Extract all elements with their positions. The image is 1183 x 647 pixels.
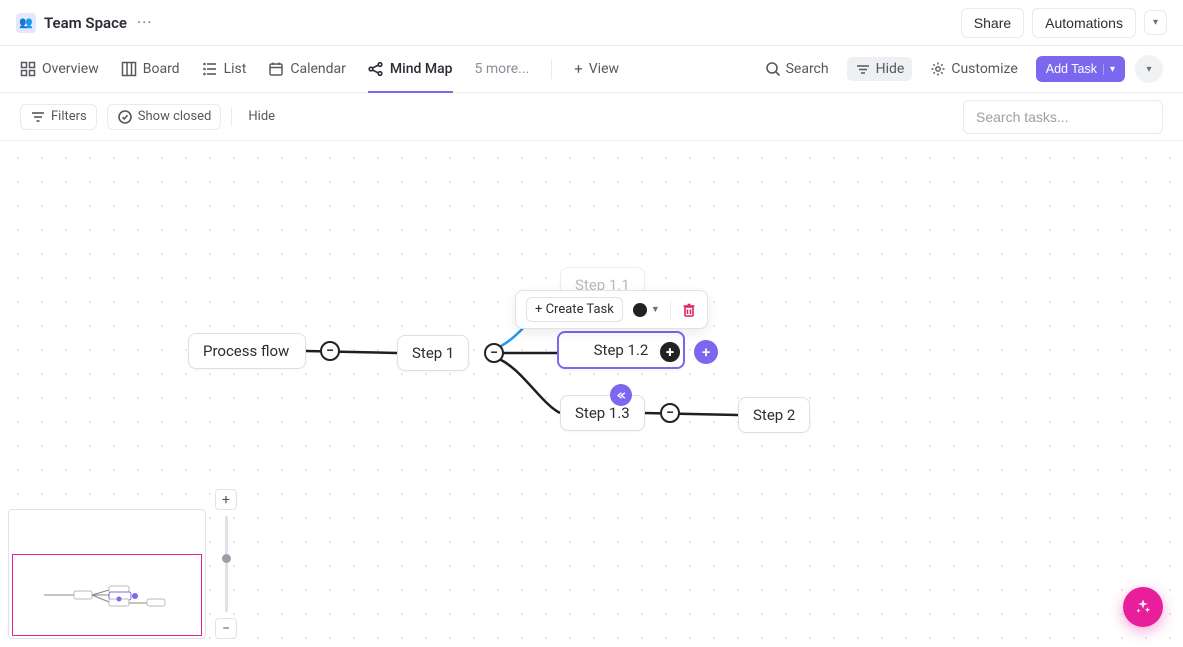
hide-toggle[interactable]: Hide <box>847 57 913 81</box>
collapse-handle[interactable]: − <box>320 341 340 361</box>
check-circle-icon <box>117 109 133 125</box>
create-task-button[interactable]: + Create Task <box>526 297 623 322</box>
search-input[interactable] <box>963 100 1163 134</box>
space-icon: 👥 <box>16 13 36 33</box>
node-label: Step 1.3 <box>575 404 630 422</box>
mind-map-canvas[interactable]: Process flow − Step 1 − Step 1.1 Step 1.… <box>0 141 1183 647</box>
tab-calendar[interactable]: Calendar <box>268 46 346 93</box>
automations-dropdown[interactable] <box>1144 10 1167 35</box>
node-context-toolbar: + Create Task ▼ <box>515 290 708 329</box>
filters-chip[interactable]: Filters <box>20 104 97 130</box>
node-color-picker[interactable]: ▼ <box>633 303 660 317</box>
expand-handle[interactable]: + <box>660 342 680 362</box>
color-swatch <box>633 303 647 317</box>
tab-board[interactable]: Board <box>121 46 180 93</box>
space-title: Team Space <box>44 14 127 32</box>
node-label: Process flow <box>203 342 289 360</box>
zoom-thumb[interactable] <box>222 554 231 563</box>
plus-icon: + <box>574 60 583 78</box>
search-icon <box>765 61 781 77</box>
collapse-handle[interactable]: − <box>484 343 504 363</box>
board-icon <box>121 61 137 77</box>
node-badge-icon[interactable] <box>610 384 632 406</box>
node-step1-3[interactable]: Step 1.3 <box>560 395 645 431</box>
gear-icon <box>930 61 946 77</box>
mind-map-icon <box>368 61 384 77</box>
space-more-menu[interactable]: ··· <box>137 13 153 32</box>
tab-more-views[interactable]: 5 more... <box>475 46 530 93</box>
calendar-icon <box>268 61 284 77</box>
automations-button[interactable]: Automations <box>1032 8 1136 38</box>
view-bar: Overview Board List Calendar Mind Map 5 … <box>0 46 1183 93</box>
node-label: Step 1 <box>412 344 454 362</box>
add-child-node-button[interactable]: + <box>694 340 718 364</box>
zoom-in-button[interactable]: + <box>215 489 237 510</box>
add-task-dropdown[interactable]: ▾ <box>1103 64 1115 75</box>
zoom-out-button[interactable]: − <box>215 618 237 639</box>
tab-mind-map[interactable]: Mind Map <box>368 46 453 93</box>
chevron-down-icon: ▼ <box>651 304 660 315</box>
node-label: Step 2 <box>753 406 795 424</box>
list-icon <box>202 61 218 77</box>
ai-fab-button[interactable] <box>1123 587 1163 627</box>
zoom-control: + − <box>214 489 238 639</box>
add-view-button[interactable]: + View <box>574 46 619 93</box>
tab-list[interactable]: List <box>202 46 247 93</box>
search-toggle[interactable]: Search <box>757 57 837 81</box>
customize-toggle[interactable]: Customize <box>922 57 1025 81</box>
show-closed-chip[interactable]: Show closed <box>107 104 222 130</box>
add-task-button[interactable]: Add Task ▾ <box>1036 56 1125 82</box>
filter-bar: Filters Show closed Hide <box>0 93 1183 141</box>
tab-overview[interactable]: Overview <box>20 46 99 93</box>
delete-node-button[interactable] <box>681 302 697 318</box>
node-step2[interactable]: Step 2 <box>738 397 810 433</box>
zoom-slider[interactable] <box>225 516 228 612</box>
view-options-dropdown[interactable] <box>1135 55 1163 83</box>
top-bar: 👥 Team Space ··· Share Automations <box>0 0 1183 46</box>
collapse-handle[interactable]: − <box>660 403 680 423</box>
hide-link[interactable]: Hide <box>242 105 281 128</box>
overview-icon <box>20 61 36 77</box>
minimap[interactable] <box>8 509 206 639</box>
filter-icon <box>30 109 46 125</box>
divider <box>231 108 232 126</box>
hide-icon <box>855 61 871 77</box>
divider <box>670 301 671 319</box>
node-step1[interactable]: Step 1 <box>397 335 469 371</box>
node-label: Step 1.2 <box>594 341 649 359</box>
divider <box>551 59 552 79</box>
share-button[interactable]: Share <box>961 8 1024 38</box>
minimap-content <box>39 582 185 612</box>
node-root[interactable]: Process flow <box>188 333 306 369</box>
